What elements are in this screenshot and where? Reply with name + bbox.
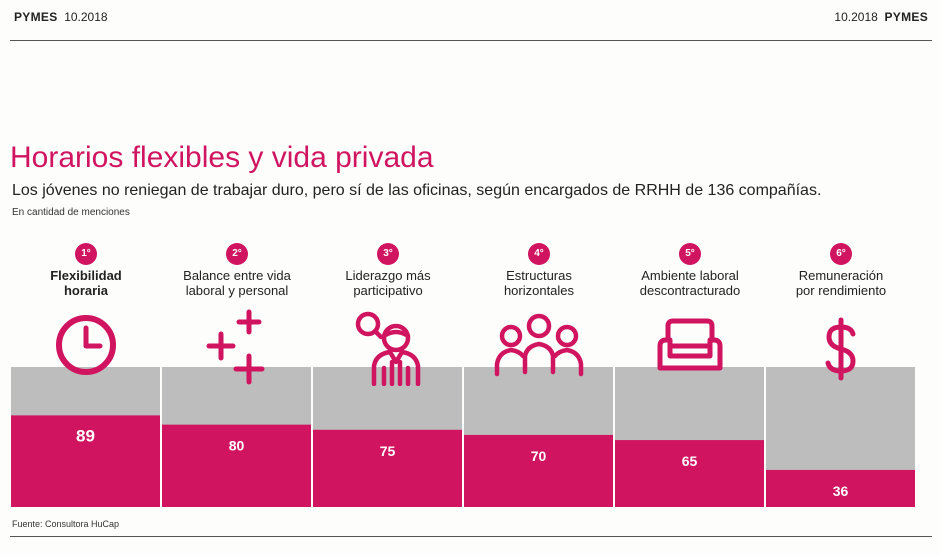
bar-value-label: 65 — [682, 453, 698, 469]
source-note: Fuente: Consultora HuCap — [12, 519, 120, 529]
clock-icon — [11, 310, 161, 390]
dollar-icon — [766, 316, 916, 396]
category-label-line: Flexibilidad — [50, 268, 122, 283]
bar — [313, 429, 462, 507]
date-left: 10.2018 — [64, 10, 108, 24]
bar — [766, 469, 915, 507]
rank-badge: 2° — [226, 243, 248, 265]
column-header-6: 6° Remuneración por rendimiento — [766, 243, 916, 298]
header-right: 10.2018 PYMES — [834, 10, 928, 24]
armchair-icon — [615, 316, 765, 396]
category-label-line: Ambiente laboral — [641, 268, 739, 283]
header-left: PYMES 10.2018 — [14, 10, 108, 24]
category-label-line: por rendimiento — [795, 283, 887, 298]
category-label-line: descontracturado — [639, 283, 741, 298]
bar-value-label: 80 — [229, 438, 245, 454]
category-label-line: participativo — [353, 283, 423, 298]
category-label-line: laboral y personal — [185, 283, 289, 298]
footer-divider — [10, 536, 932, 537]
category-label: Ambiente laboral descontracturado — [615, 268, 765, 298]
bar — [464, 434, 613, 507]
bar — [162, 424, 311, 507]
chart-subtitle: Los jóvenes no reniegan de trabajar duro… — [12, 182, 822, 199]
bar-background — [162, 367, 311, 507]
category-label-line: horizontales — [503, 283, 575, 298]
rank-badge: 4° — [528, 243, 550, 265]
category-label: Flexibilidad horaria — [11, 268, 161, 298]
brand-right: PYMES — [884, 10, 928, 24]
category-label-line: Liderazgo más — [345, 268, 431, 283]
group-icon — [464, 308, 614, 388]
header-divider — [10, 40, 932, 41]
rank-badge: 3° — [377, 243, 399, 265]
category-label: Balance entre vida laboral y personal — [162, 268, 312, 298]
plus-signs-icon — [162, 306, 312, 386]
column-header-3: 3° Liderazgo más participativo — [313, 243, 463, 298]
column-header-2: 2° Balance entre vida laboral y personal — [162, 243, 312, 298]
bar-background — [313, 367, 462, 507]
bar-background — [464, 367, 613, 507]
rank-badge: 6° — [830, 243, 852, 265]
rank-badge: 1° — [75, 243, 97, 265]
page-header: PYMES 10.2018 10.2018 PYMES — [0, 0, 940, 38]
bar-value-label: 70 — [531, 448, 547, 464]
bar — [11, 415, 160, 507]
person-search-icon — [313, 306, 463, 386]
bar-value-label: 75 — [380, 443, 396, 459]
category-label-line: Balance entre vida — [183, 268, 291, 283]
bar-value-label: 89 — [76, 426, 95, 445]
date-right: 10.2018 — [834, 10, 878, 24]
category-label: Remuneración por rendimiento — [766, 268, 916, 298]
category-label: Estructuras horizontales — [464, 268, 614, 298]
bar — [615, 440, 764, 507]
category-label-line: Remuneración — [798, 268, 884, 283]
rank-badge: 5° — [679, 243, 701, 265]
category-label: Liderazgo más participativo — [313, 268, 463, 298]
unit-note: En cantidad de menciones — [12, 207, 130, 218]
bar-value-label: 36 — [833, 483, 849, 499]
column-header-4: 4° Estructuras horizontales — [464, 243, 614, 298]
category-label-line: Estructuras — [506, 268, 572, 283]
column-header-5: 5° Ambiente laboral descontracturado — [615, 243, 765, 298]
chart-title: Horarios flexibles y vida privada — [10, 141, 434, 174]
category-label-line: horaria — [63, 283, 109, 298]
column-header-1: 1° Flexibilidad horaria — [11, 243, 161, 298]
brand-left: PYMES — [14, 10, 58, 24]
